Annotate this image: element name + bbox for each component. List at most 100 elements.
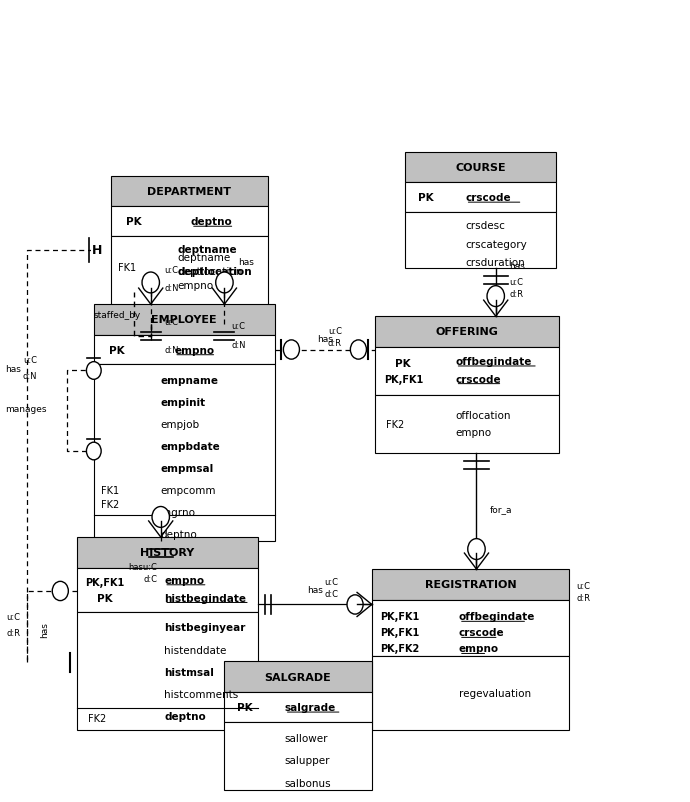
Bar	[77, 568, 258, 612]
Bar	[375, 317, 560, 347]
Bar	[94, 335, 275, 365]
Circle shape	[216, 273, 233, 294]
Text: has: has	[509, 261, 525, 270]
Circle shape	[487, 286, 504, 307]
Text: for_a: for_a	[490, 504, 513, 513]
Bar	[110, 176, 268, 207]
Text: d:C: d:C	[324, 589, 339, 598]
Text: salupper: salupper	[285, 755, 331, 765]
Text: u:C: u:C	[164, 318, 178, 326]
Text: d:R: d:R	[328, 339, 342, 348]
Text: u:C: u:C	[324, 577, 339, 586]
Text: u:C: u:C	[231, 322, 245, 330]
Text: PK: PK	[110, 346, 125, 355]
Text: crsduration: crsduration	[466, 258, 525, 268]
Text: empno: empno	[164, 575, 204, 585]
Text: REGISTRATION: REGISTRATION	[425, 580, 516, 589]
Text: empinit: empinit	[161, 398, 206, 407]
Text: OFFERING: OFFERING	[436, 327, 499, 337]
Text: d:N: d:N	[231, 340, 246, 349]
Bar	[77, 612, 258, 730]
Circle shape	[347, 595, 363, 614]
Circle shape	[142, 273, 159, 294]
Text: HISTORY: HISTORY	[140, 548, 195, 557]
Text: staffed_by: staffed_by	[94, 310, 141, 319]
Text: deptno: deptno	[164, 711, 206, 722]
Bar	[94, 305, 275, 335]
Text: regevaluation: regevaluation	[459, 688, 531, 698]
Text: empno: empno	[174, 346, 215, 355]
Circle shape	[468, 539, 485, 560]
Text: salbonus: salbonus	[285, 778, 331, 788]
Text: deptname
deptlocation
empno: deptname deptlocation empno	[177, 253, 243, 291]
Circle shape	[86, 443, 101, 460]
Text: empjob: empjob	[161, 419, 200, 429]
Text: deptno: deptno	[161, 530, 197, 540]
Text: offbegindate: offbegindate	[459, 611, 535, 621]
Text: PK: PK	[97, 593, 113, 603]
Text: empcomm: empcomm	[161, 486, 216, 496]
Text: u:C: u:C	[509, 277, 523, 286]
Circle shape	[351, 340, 366, 359]
Bar	[405, 213, 556, 269]
Text: COURSE: COURSE	[455, 163, 506, 172]
Text: PK,FK1: PK,FK1	[380, 611, 420, 621]
Text: PK: PK	[126, 217, 142, 227]
Text: d:R: d:R	[576, 593, 590, 602]
Circle shape	[52, 581, 68, 601]
Text: DEPARTMENT: DEPARTMENT	[147, 187, 231, 196]
Circle shape	[284, 340, 299, 359]
Text: empmsal: empmsal	[161, 464, 214, 473]
Text: u:C: u:C	[576, 581, 590, 590]
Text: crscode: crscode	[455, 375, 501, 384]
Text: EMPLOYEE: EMPLOYEE	[151, 315, 217, 325]
Text: mgrno: mgrno	[161, 508, 195, 517]
Text: FK2: FK2	[386, 419, 404, 429]
Text: empno: empno	[459, 643, 499, 653]
Text: d:C: d:C	[144, 574, 157, 583]
Bar	[110, 237, 268, 325]
Bar	[224, 692, 372, 722]
Text: crscode: crscode	[459, 627, 504, 637]
Text: PK: PK	[237, 703, 253, 712]
Text: empbdate: empbdate	[161, 442, 221, 452]
Text: histbeginyear: histbeginyear	[164, 622, 246, 633]
Text: crscode: crscode	[466, 193, 511, 203]
Text: empname: empname	[161, 375, 219, 385]
Circle shape	[86, 363, 101, 380]
Text: offlocation: offlocation	[455, 411, 511, 420]
Circle shape	[152, 507, 170, 528]
Text: u:C: u:C	[164, 265, 178, 274]
Text: PK: PK	[417, 193, 433, 203]
Text: histenddate: histenddate	[164, 645, 226, 654]
Text: manages: manages	[6, 404, 47, 413]
Bar	[372, 656, 569, 730]
Text: d:N: d:N	[164, 346, 179, 354]
Text: PK,FK1: PK,FK1	[380, 627, 420, 637]
Text: d:N: d:N	[164, 283, 179, 292]
Text: d:R: d:R	[509, 290, 523, 298]
Text: has: has	[317, 335, 333, 344]
Text: has: has	[238, 257, 254, 266]
Bar	[77, 537, 258, 568]
Text: deptlocation: deptlocation	[177, 267, 252, 277]
Text: H: H	[92, 244, 102, 257]
Text: histbegindate: histbegindate	[164, 593, 246, 603]
Text: FK1: FK1	[118, 262, 137, 273]
Text: histmsal: histmsal	[164, 667, 214, 677]
Bar	[110, 207, 268, 237]
Text: has: has	[40, 621, 49, 637]
Bar	[375, 347, 560, 395]
Bar	[224, 662, 372, 692]
Text: crscategory: crscategory	[466, 239, 527, 249]
Text: PK,FK1: PK,FK1	[384, 375, 423, 384]
Bar	[375, 395, 560, 453]
Text: SALGRADE: SALGRADE	[265, 672, 331, 682]
Text: PK,FK1: PK,FK1	[86, 577, 125, 587]
Bar	[224, 722, 372, 790]
Bar	[405, 183, 556, 213]
Text: d:N: d:N	[23, 372, 37, 381]
Text: u:C: u:C	[23, 356, 37, 365]
Text: PK,FK2: PK,FK2	[380, 643, 420, 653]
Text: FK1
FK2: FK1 FK2	[101, 485, 119, 509]
